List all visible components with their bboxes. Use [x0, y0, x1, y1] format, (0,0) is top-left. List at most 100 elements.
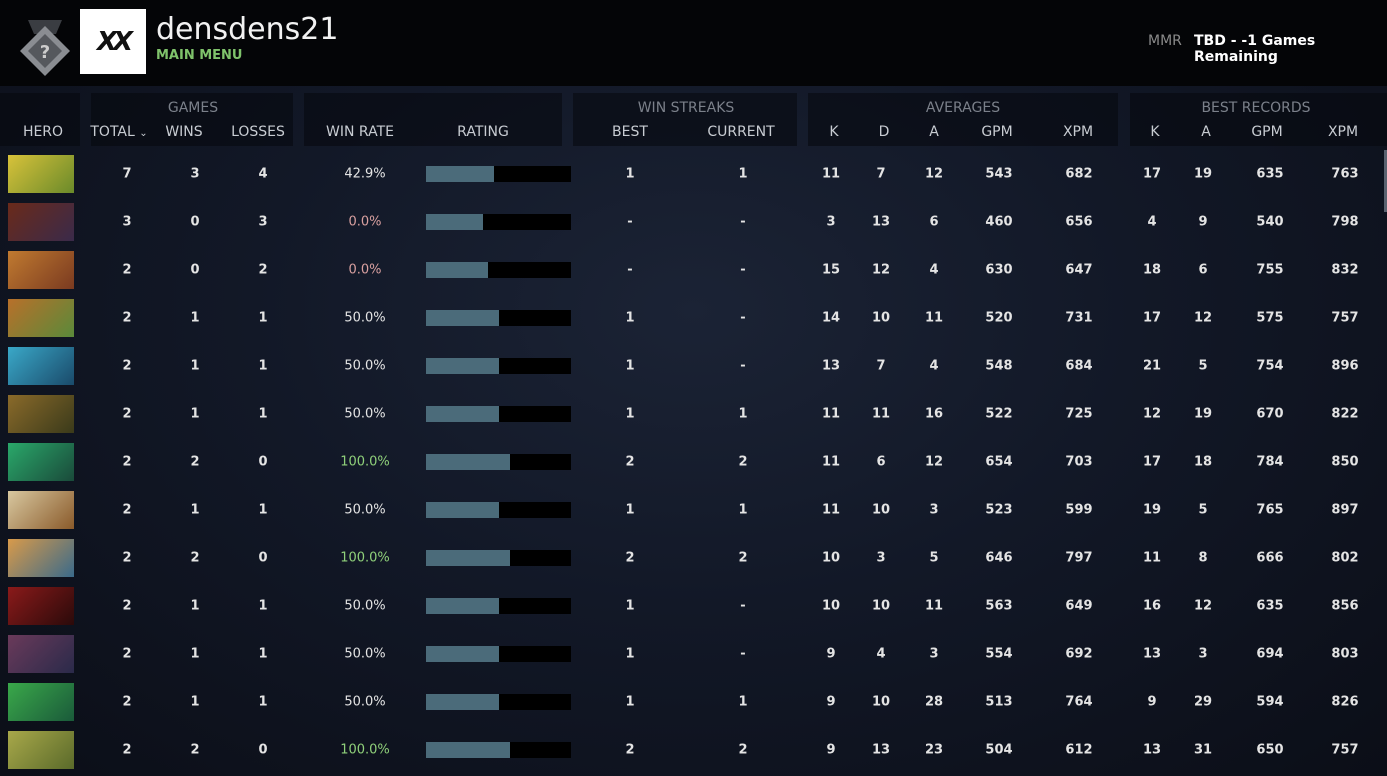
winrate-header-bg	[304, 93, 562, 146]
rating-bar	[426, 214, 571, 230]
hero-portrait[interactable]	[8, 683, 74, 721]
cell-wins: 1	[190, 694, 200, 710]
rating-bar-fill	[426, 358, 499, 374]
cell-losses: 1	[258, 358, 268, 374]
cell-gpm: 543	[985, 166, 1013, 182]
col-wins[interactable]: WINS	[165, 124, 203, 140]
cell-losses: 1	[258, 598, 268, 614]
cell-wins: 3	[190, 166, 200, 182]
cell-ba: 6	[1198, 262, 1208, 278]
cell-k: 3	[826, 214, 836, 230]
cell-losses: 0	[258, 742, 268, 758]
cell-bk: 12	[1142, 406, 1162, 422]
hero-portrait[interactable]	[8, 491, 74, 529]
cell-a: 23	[924, 742, 944, 758]
col-best-streak[interactable]: BEST	[612, 124, 648, 140]
rating-bar	[426, 262, 571, 278]
cell-d: 4	[876, 646, 886, 662]
cell-bgpm: 575	[1256, 310, 1284, 326]
cell-wins: 2	[190, 454, 200, 470]
cell-ba: 31	[1193, 742, 1213, 758]
cell-wins: 0	[190, 262, 200, 278]
cell-d: 12	[871, 262, 891, 278]
col-best-k[interactable]: K	[1150, 124, 1160, 140]
col-avg-gpm[interactable]: GPM	[981, 124, 1013, 140]
hero-portrait[interactable]	[8, 395, 74, 433]
cell-best: 1	[625, 310, 635, 326]
username: densdens21	[156, 12, 339, 47]
cell-total: 3	[122, 214, 132, 230]
avatar[interactable]: XX	[80, 9, 146, 74]
hero-portrait[interactable]	[8, 203, 74, 241]
rank-medal-icon: ?	[20, 20, 70, 76]
hero-portrait[interactable]	[8, 347, 74, 385]
cell-gpm: 646	[985, 550, 1013, 566]
cell-gpm: 654	[985, 454, 1013, 470]
cell-losses: 0	[258, 454, 268, 470]
col-best-xpm[interactable]: XPM	[1327, 124, 1359, 140]
cell-k: 11	[821, 406, 841, 422]
hero-portrait[interactable]	[8, 635, 74, 673]
cell-bxpm: 832	[1331, 262, 1359, 278]
cell-win-rate: 50.0%	[344, 646, 386, 662]
cell-bxpm: 896	[1331, 358, 1359, 374]
cell-bgpm: 784	[1256, 454, 1284, 470]
cell-current: -	[740, 214, 746, 230]
cell-bxpm: 802	[1331, 550, 1359, 566]
cell-win-rate: 0.0%	[348, 262, 382, 278]
col-total[interactable]: TOTAL ⌄	[90, 124, 147, 140]
col-avg-k[interactable]: K	[829, 124, 839, 140]
col-avg-d[interactable]: D	[878, 124, 890, 140]
cell-gpm: 520	[985, 310, 1013, 326]
hero-portrait[interactable]	[8, 251, 74, 289]
hero-header-bg	[0, 93, 80, 146]
col-rating[interactable]: RATING	[457, 124, 509, 140]
cell-current: -	[740, 262, 746, 278]
hero-portrait[interactable]	[8, 731, 74, 769]
hero-portrait[interactable]	[8, 443, 74, 481]
cell-bk: 18	[1142, 262, 1162, 278]
cell-best: -	[627, 262, 633, 278]
cell-a: 16	[924, 406, 944, 422]
cell-current: 1	[738, 406, 748, 422]
col-best-gpm[interactable]: GPM	[1251, 124, 1283, 140]
cell-bxpm: 757	[1331, 310, 1359, 326]
col-hero[interactable]: HERO	[22, 124, 64, 140]
hero-portrait[interactable]	[8, 155, 74, 193]
cell-best: 2	[625, 742, 635, 758]
hero-portrait[interactable]	[8, 539, 74, 577]
profile-header: ? XX densdens21 MAIN MENU MMR TBD - -1 G…	[0, 0, 1387, 86]
cell-bxpm: 757	[1331, 742, 1359, 758]
rating-bar-fill	[426, 310, 499, 326]
cell-bgpm: 635	[1256, 598, 1284, 614]
col-win-rate[interactable]: WIN RATE	[326, 124, 394, 140]
scrollbar[interactable]	[1384, 150, 1387, 212]
rating-bar	[426, 502, 571, 518]
cell-d: 6	[876, 454, 886, 470]
hero-portrait[interactable]	[8, 587, 74, 625]
col-avg-a[interactable]: A	[929, 124, 939, 140]
cell-win-rate: 50.0%	[344, 598, 386, 614]
col-current-streak[interactable]: CURRENT	[707, 124, 775, 140]
col-best-a[interactable]: A	[1201, 124, 1211, 140]
cell-current: 1	[738, 502, 748, 518]
averages-header-bg	[808, 93, 1118, 146]
cell-total: 7	[122, 166, 132, 182]
cell-xpm: 682	[1065, 166, 1093, 182]
cell-wins: 2	[190, 550, 200, 566]
cell-total: 2	[122, 694, 132, 710]
col-avg-xpm[interactable]: XPM	[1062, 124, 1094, 140]
cell-ba: 18	[1193, 454, 1213, 470]
cell-d: 11	[871, 406, 891, 422]
cell-bxpm: 850	[1331, 454, 1359, 470]
cell-losses: 0	[258, 550, 268, 566]
main-menu-link[interactable]: MAIN MENU	[156, 48, 243, 63]
col-losses[interactable]: LOSSES	[231, 124, 285, 140]
hero-portrait[interactable]	[8, 299, 74, 337]
cell-bk: 17	[1142, 166, 1162, 182]
cell-losses: 1	[258, 406, 268, 422]
cell-bxpm: 826	[1331, 694, 1359, 710]
rating-bar-fill	[426, 550, 511, 566]
mmr-value: TBD - -1 Games Remaining	[1194, 33, 1316, 65]
cell-k: 11	[821, 166, 841, 182]
